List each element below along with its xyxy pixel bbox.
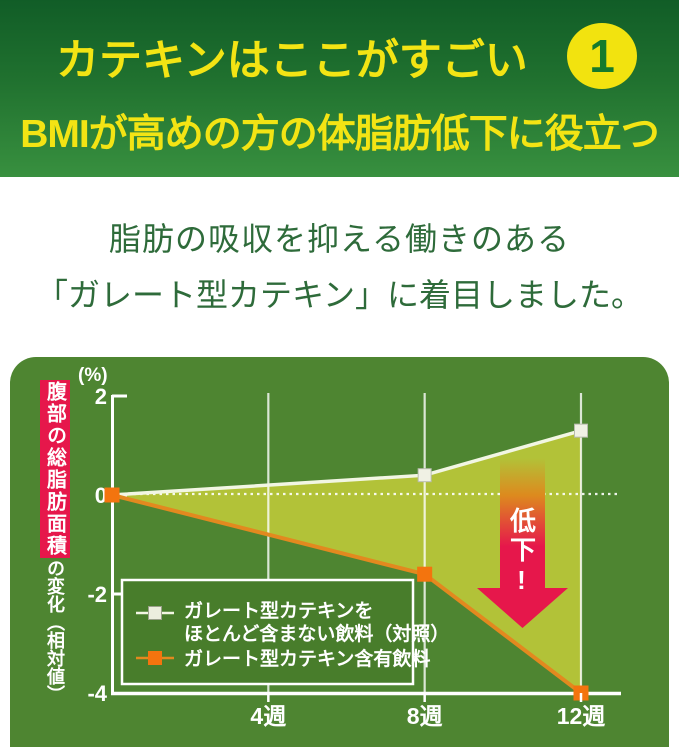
- decrease-arrow-icon: [477, 458, 568, 628]
- control-marker-icon: [148, 606, 162, 620]
- legend-control-label-line1: ガレート型カテキンを: [184, 599, 373, 622]
- intro-section: 脂肪の吸収を抑える働きのある 「ガレート型カテキン」に着目しました。: [0, 177, 679, 357]
- intro-line-1: 脂肪の吸収を抑える働きのある: [108, 221, 571, 257]
- chart-panel: 2 0 -2 -4 4週 8週 12週 (%) ガレート型カテキンを ほとんど含まない飲料…: [10, 357, 669, 747]
- y-tick-label-0: 0: [95, 483, 107, 508]
- badge-number: 1: [589, 30, 615, 82]
- y-axis-title-banner: 腹部の総脂肪面積: [40, 380, 70, 558]
- y-tick-label-2: 2: [95, 384, 107, 409]
- marker-catechin-8w: [417, 566, 433, 582]
- y-axis-subtitle: の変化（相対値）: [45, 559, 65, 703]
- catechin-marker-icon: [148, 651, 162, 665]
- legend-box: [120, 578, 415, 686]
- x-tick-label-8w: 8週: [407, 703, 443, 729]
- y-tick-label--4: -4: [87, 681, 107, 706]
- decrease-annotation: 低下!: [506, 507, 537, 598]
- legend-catechin-label: ガレート型カテキン含有飲料: [184, 647, 430, 670]
- y-unit-label: (%): [78, 365, 108, 386]
- between-series-area: [112, 430, 581, 693]
- y-axis-title: 腹部の総脂肪面積: [43, 381, 66, 557]
- marker-control-8w: [417, 468, 432, 483]
- x-tick-label-4w: 4週: [250, 703, 286, 729]
- chart-legend: ガレート型カテキンを ほとんど含まない飲料（対照） ガレート型カテキン含有飲料: [120, 578, 449, 686]
- marker-control-12w: [573, 423, 588, 438]
- decrease-annotation-wrap: 低下!: [506, 507, 538, 627]
- page-subtitle: BMIが高めの方の体脂肪低下に役立つ: [20, 113, 660, 156]
- axes: [111, 395, 621, 696]
- x-tick-label-12w: 12週: [557, 703, 606, 729]
- y-axis-subtitle-wrap: の変化（相対値）: [40, 559, 70, 719]
- fat-area-change-chart: 2 0 -2 -4 4週 8週 12週 (%) ガレート型カテキンを ほとんど含まない飲料…: [78, 365, 621, 729]
- intro-line-2: 「ガレート型カテキン」に着目しました。: [35, 277, 644, 313]
- y-tick-label--2: -2: [87, 582, 107, 607]
- page-title: カテキンはここがすごい: [56, 37, 528, 85]
- legend-control-label-line2: ほとんど含まない飲料（対照）: [184, 622, 449, 645]
- marker-catechin-0w: [104, 487, 120, 503]
- number-one-badge: 1: [567, 23, 637, 89]
- header-banner: カテキンはここがすごい 1 BMIが高めの方の体脂肪低下に役立つ: [0, 0, 679, 177]
